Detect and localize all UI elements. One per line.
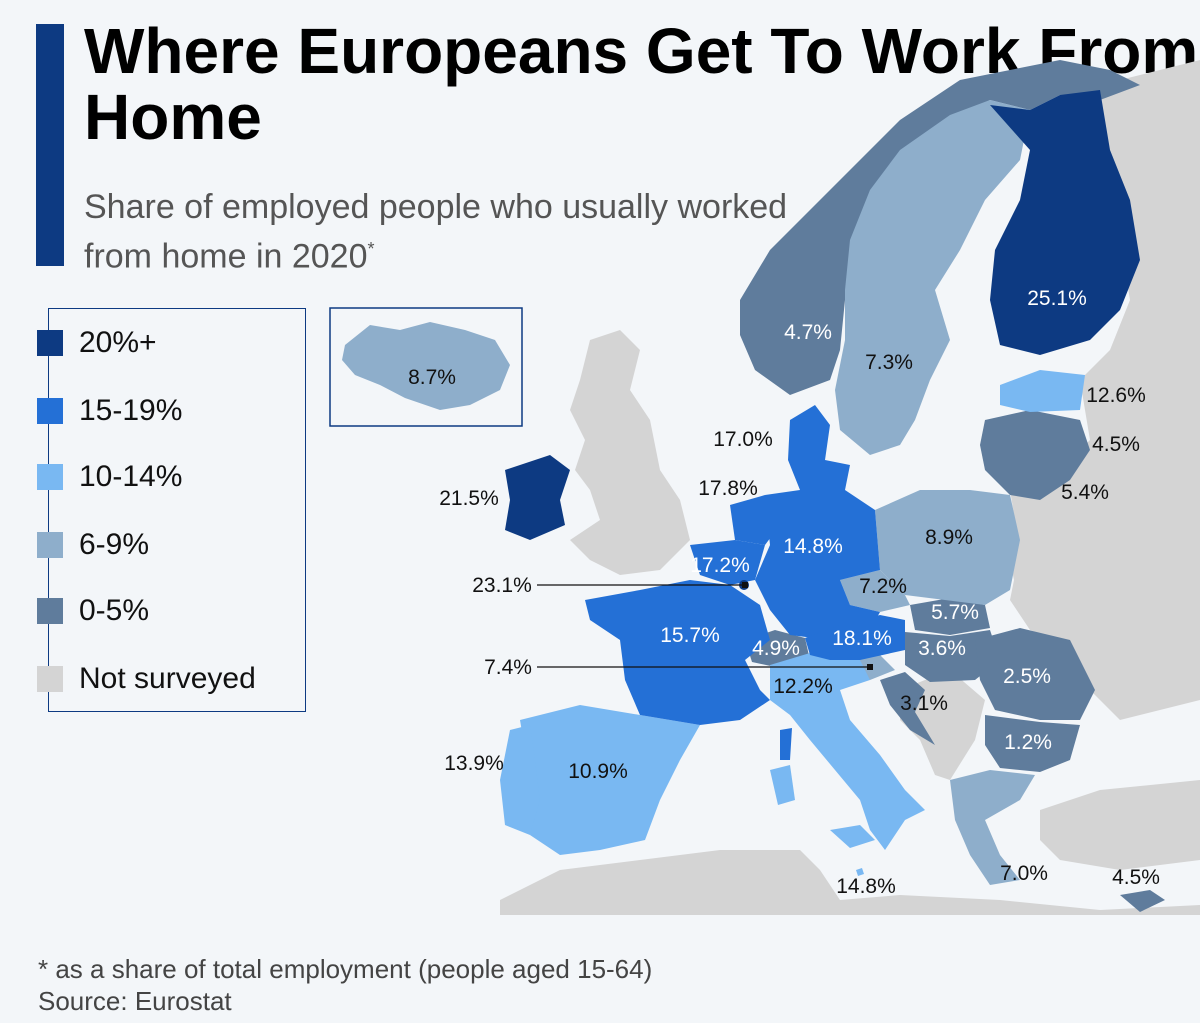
ireland	[505, 455, 570, 540]
bulgaria	[985, 715, 1080, 772]
italy	[770, 650, 925, 850]
label-ireland: 21.5%	[439, 487, 499, 510]
great-britain	[570, 330, 690, 575]
range-10-14-countries	[500, 370, 1085, 876]
france	[585, 580, 770, 725]
north-africa	[500, 850, 1200, 915]
germany	[755, 490, 880, 640]
label-malta: 14.8%	[836, 875, 896, 898]
latvia-lithuania	[980, 410, 1090, 500]
slovakia	[910, 598, 990, 635]
malta	[856, 868, 864, 876]
legend-item: 15-19%	[37, 393, 183, 429]
belgium	[690, 540, 765, 585]
legend-label: 6-9%	[79, 528, 150, 561]
label-germany: 14.8%	[783, 535, 843, 558]
label-czechia: 7.2%	[859, 575, 907, 598]
cyprus	[1120, 890, 1165, 912]
legend-item: Not surveyed	[37, 661, 256, 697]
legend-item: 6-9%	[37, 527, 150, 563]
label-lithuania: 5.4%	[1061, 481, 1109, 504]
label-norway: 4.7%	[784, 321, 832, 344]
sardinia	[770, 765, 795, 805]
label-luxembourg: 23.1%	[472, 574, 532, 597]
legend-swatch	[37, 398, 63, 424]
spain	[520, 705, 700, 855]
subtitle-text: Share of employed people who usually wor…	[84, 188, 788, 276]
legend-label: Not surveyed	[79, 662, 256, 695]
label-switzerland: 4.9%	[752, 637, 800, 660]
legend-swatch	[37, 598, 63, 624]
austria	[805, 615, 905, 660]
sweden	[835, 100, 1030, 455]
label-slovenia: 7.4%	[484, 656, 532, 679]
range-15-19-countries	[585, 405, 905, 760]
label-bulgaria: 1.2%	[1004, 731, 1052, 754]
legend-item: 0-5%	[37, 593, 150, 629]
sicily	[830, 825, 875, 848]
label-poland: 8.9%	[925, 526, 973, 549]
legend-item: 20%+	[37, 325, 157, 361]
label-hungary: 3.6%	[918, 637, 966, 660]
slovenia-leader-dot	[867, 664, 873, 670]
estonia	[1000, 370, 1085, 412]
romania	[975, 628, 1095, 720]
subtitle-footnote-marker: *	[367, 239, 375, 259]
label-austria: 18.1%	[832, 627, 892, 650]
greece	[950, 770, 1035, 885]
portugal	[500, 725, 540, 835]
denmark	[788, 405, 850, 490]
czechia	[840, 570, 910, 612]
legend-swatch	[37, 666, 63, 692]
norway	[740, 60, 1140, 395]
value-labels: 8.7% 4.7% 7.3% 25.1% 12.6% 4.5% 5.4% 17.…	[408, 287, 1160, 898]
label-france: 15.7%	[660, 624, 720, 647]
not-surveyed-land	[500, 60, 1200, 915]
corsica	[780, 728, 792, 760]
label-cyprus: 4.5%	[1112, 866, 1160, 889]
legend-item: 10-14%	[37, 459, 183, 495]
croatia	[880, 672, 935, 745]
legend-label: 10-14%	[79, 460, 183, 493]
luxembourg-leader-dot	[742, 582, 748, 588]
label-spain: 10.9%	[568, 760, 628, 783]
range-6-9-countries	[835, 100, 1035, 885]
label-sweden: 7.3%	[865, 351, 913, 374]
page-subtitle: Share of employed people who usually wor…	[84, 186, 804, 277]
legend-swatch	[37, 464, 63, 490]
label-greece: 7.0%	[1000, 862, 1048, 885]
label-croatia: 3.1%	[900, 692, 948, 715]
label-denmark: 17.0%	[713, 428, 773, 451]
iceland-inset-frame	[329, 307, 523, 427]
range-20-plus-countries	[505, 90, 1140, 590]
range-0-5-countries	[740, 60, 1165, 912]
turkey	[1040, 780, 1200, 870]
title-accent-bar	[36, 24, 64, 266]
legend: 20%+ 15-19% 10-14% 6-9% 0-5% Not surveye…	[37, 308, 306, 712]
label-belgium: 17.2%	[690, 554, 750, 577]
legend-swatch	[37, 330, 63, 356]
source-credit: Source: Eurostat	[38, 986, 232, 1016]
label-netherlands: 17.8%	[698, 477, 758, 500]
label-finland: 25.1%	[1027, 287, 1087, 310]
iceland	[342, 322, 510, 410]
label-estonia: 12.6%	[1086, 384, 1146, 407]
label-romania: 2.5%	[1003, 665, 1051, 688]
label-italy: 12.2%	[773, 675, 833, 698]
legend-label: 15-19%	[79, 394, 183, 427]
label-portugal: 13.9%	[444, 752, 504, 775]
label-latvia: 4.5%	[1092, 433, 1140, 456]
footnote: * as a share of total employment (people…	[38, 954, 653, 984]
poland	[875, 490, 1020, 605]
belarus-ukraine	[1010, 480, 1150, 650]
label-slovakia: 5.7%	[931, 601, 979, 624]
legend-label: 0-5%	[79, 594, 150, 627]
label-iceland: 8.7%	[408, 366, 456, 389]
finland	[990, 90, 1140, 355]
legend-label: 20%+	[79, 326, 157, 359]
legend-swatch	[37, 532, 63, 558]
